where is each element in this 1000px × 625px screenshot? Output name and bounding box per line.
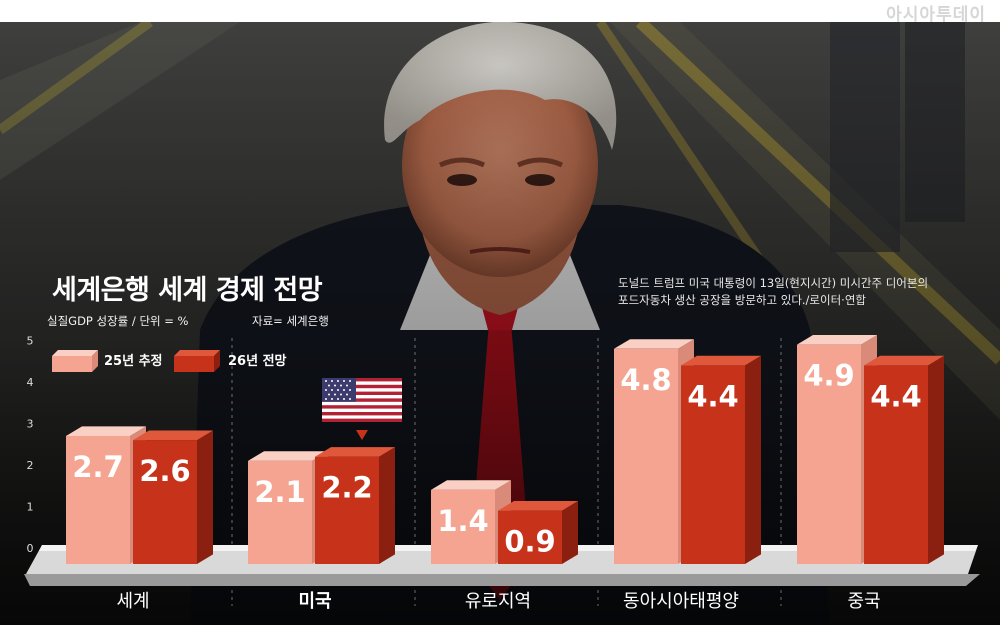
photo-caption-line: 도널드 트럼프 미국 대통령이 13일(현지시간) 미시간주 디어본의 (618, 276, 929, 290)
bar-top (315, 447, 395, 457)
bar-value-label: 2.6 (139, 454, 190, 488)
bar (614, 348, 678, 564)
bar-top (66, 426, 146, 436)
bar (681, 365, 745, 564)
bar-top (133, 430, 213, 441)
bar-side (928, 355, 944, 564)
y-tick-label: 1 (27, 501, 34, 514)
bar-value-label: 2.1 (254, 475, 305, 509)
bar-side (745, 355, 761, 564)
legend-swatch-25 (52, 350, 98, 372)
bar-value-label: 4.8 (620, 363, 671, 397)
bar-value-label: 1.4 (437, 504, 488, 538)
bar-value-label: 2.7 (72, 450, 123, 484)
chart-title: 세계은행 세계 경제 전망 (52, 275, 323, 306)
bar-side (197, 430, 213, 564)
bar-value-label: 4.4 (870, 379, 921, 413)
category-label: 동아시아태평양 (623, 591, 739, 612)
chart-base-shadow (24, 574, 980, 586)
bar-top (498, 501, 578, 511)
bar-value-label: 4.4 (687, 379, 738, 413)
photo-caption: 도널드 트럼프 미국 대통령이 13일(현지시간) 미시간주 디어본의 포드자동… (618, 275, 958, 309)
bar (133, 440, 197, 564)
chart-subtitle: 실질GDP 성장률 / 단위 = % (47, 314, 189, 328)
category-label: 중국 (847, 591, 880, 612)
category-label: 유로지역 (465, 591, 531, 612)
y-tick-label: 2 (27, 459, 34, 472)
bar-value-label: 0.9 (504, 525, 555, 559)
bar (864, 365, 928, 564)
y-tick-label: 3 (27, 418, 34, 431)
category-label: 미국 (298, 591, 331, 612)
category-label: 세계 (116, 591, 149, 612)
bar-value-label: 2.2 (321, 471, 372, 505)
chart-source: 자료= 세계은행 (252, 314, 329, 328)
bar-top (864, 355, 944, 366)
bar (248, 460, 312, 564)
bar-side (562, 501, 578, 564)
y-tick-label: 5 (27, 335, 34, 348)
bar (498, 510, 562, 564)
bar (431, 489, 495, 564)
y-tick-label: 4 (27, 376, 34, 389)
bar-top (431, 480, 511, 490)
bar-top (681, 355, 761, 366)
legend-swatch-26 (174, 350, 220, 372)
bar (315, 456, 379, 564)
bar-top (614, 339, 694, 349)
legend-label-26: 26년 전망 (228, 354, 287, 369)
bar-top (797, 335, 877, 345)
bar-top (248, 451, 328, 461)
bar (66, 435, 130, 564)
legend-label-25: 25년 추정 (104, 354, 163, 369)
us-flag-icon (322, 378, 402, 440)
photo-caption-line: 포드자동차 생산 공장을 방문하고 있다./로이터·연합 (618, 293, 866, 307)
brand-logo: 아시아투데이 (886, 5, 986, 25)
y-tick-label: 0 (27, 542, 34, 555)
bar (797, 344, 861, 564)
bar-side (379, 447, 395, 564)
bar-value-label: 4.9 (803, 359, 854, 393)
